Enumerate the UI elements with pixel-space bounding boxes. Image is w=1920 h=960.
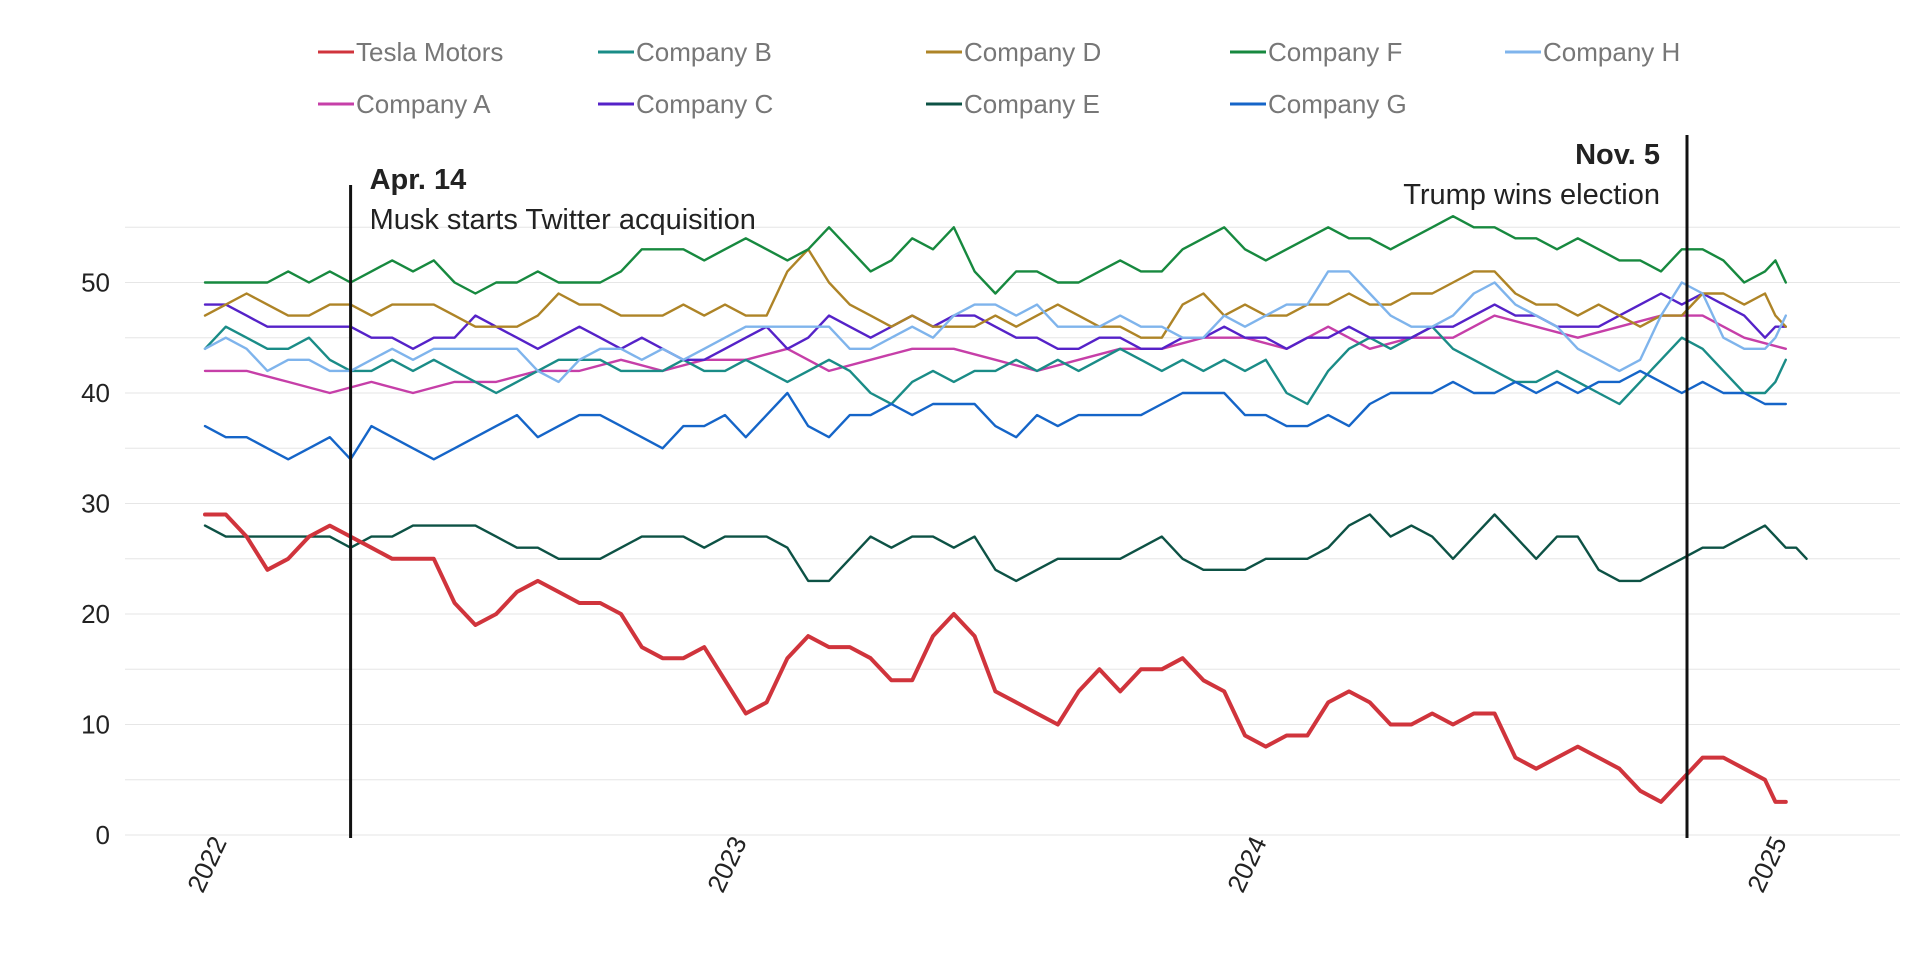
annotations: Apr. 14 Musk starts Twitter acquisition No… [349,135,1689,838]
annotation-date: Apr. 14 [370,164,467,196]
series-line-company-d [203,248,1787,339]
grid-lines [125,226,1900,836]
y-tick-label: 40 [81,378,110,408]
series-line-company-f [203,215,1787,295]
y-tick-label: 0 [96,820,110,850]
y-tick-label: 20 [81,599,110,629]
series-line-company-h [203,270,1787,384]
y-tick-label: 10 [81,710,110,740]
x-tick-label: 2023 [701,832,753,897]
x-tick-label: 2025 [1741,832,1793,897]
legend-label-tesla-motors: Tesla Motors [356,37,503,67]
x-axis-ticks: 2022 2023 2024 2025 [181,832,1793,897]
legend: Tesla Motors Company B Company D Company F C… [318,37,1680,119]
annotation-text: Trump wins election [1403,179,1660,211]
legend-label-company-c: Company C [636,89,773,119]
legend-label-company-b: Company B [636,37,772,67]
legend-label-company-f: Company F [1268,37,1402,67]
legend-label-company-a: Company A [356,89,491,119]
y-axis-ticks: 0 10 20 30 40 50 [81,268,110,851]
y-tick-label: 50 [81,268,110,298]
series-line-company-a [203,314,1787,395]
legend-label-company-d: Company D [964,37,1101,67]
x-tick-label: 2024 [1221,832,1273,897]
legend-label-company-h: Company H [1543,37,1680,67]
annotation-date: Nov. 5 [1575,139,1660,171]
series-line-company-b [203,325,1787,406]
legend-label-company-g: Company G [1268,89,1407,119]
series-line-tesla-motors [203,512,1788,804]
y-tick-label: 30 [81,489,110,519]
series-line-company-e [203,513,1808,583]
series-line-company-g [203,369,1787,461]
legend-label-company-e: Company E [964,89,1100,119]
series-lines [203,215,1808,804]
annotation-text: Musk starts Twitter acquisition [370,204,756,236]
x-tick-label: 2022 [181,832,233,897]
